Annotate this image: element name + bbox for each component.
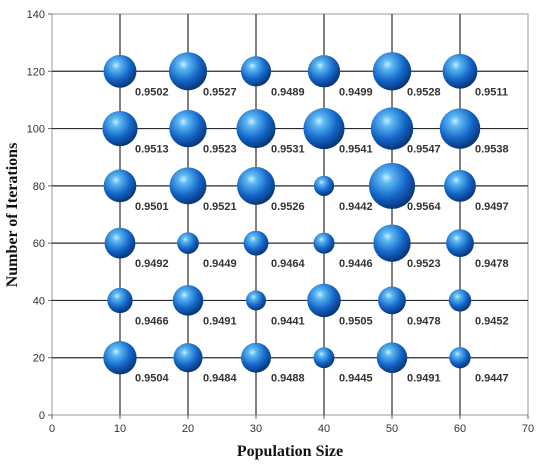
bubble: [313, 347, 335, 369]
data-label: 0.9527: [203, 86, 237, 98]
bubble: [177, 232, 199, 254]
data-label: 0.9541: [339, 144, 373, 156]
y-tick-label: 0: [39, 410, 45, 422]
data-label: 0.9447: [475, 373, 509, 385]
bubble: [373, 224, 411, 262]
y-tick-label: 80: [33, 181, 45, 193]
data-label: 0.9478: [475, 258, 509, 270]
y-tick-label: 120: [27, 66, 45, 78]
data-label: 0.9504: [135, 373, 170, 385]
bubble: [107, 287, 133, 314]
data-label: 0.9449: [203, 258, 237, 270]
data-label: 0.9502: [135, 86, 169, 98]
x-axis-title: Population Size: [237, 443, 343, 460]
data-label: 0.9511: [475, 86, 508, 98]
y-tick-label: 140: [27, 9, 45, 21]
data-label: 0.9492: [135, 258, 169, 270]
bubble: [103, 54, 137, 88]
x-tick-label: 30: [250, 423, 262, 435]
bubble: [236, 109, 276, 149]
bubble: [372, 52, 412, 91]
bubble: [449, 347, 471, 369]
bubble: [241, 342, 271, 373]
bubble: [448, 289, 472, 312]
data-label: 0.9445: [339, 373, 373, 385]
x-tick-label: 0: [49, 423, 55, 435]
bubble: [169, 167, 207, 205]
data-label: 0.9523: [203, 144, 237, 156]
data-label: 0.9497: [475, 201, 509, 213]
x-tick-label: 20: [182, 423, 194, 435]
bubble: [103, 169, 137, 203]
bubble: [370, 107, 414, 150]
y-tick-label: 40: [33, 295, 45, 307]
bubble: [303, 108, 345, 150]
bubble: [369, 162, 415, 209]
bubble: [173, 343, 203, 373]
bubble: [442, 53, 478, 89]
data-label: 0.9528: [407, 86, 441, 98]
y-tick-label: 20: [33, 353, 45, 365]
data-labels: 0.9502 0.9527 0.9489 0.9499 0.9528 0.9511 0.95…: [135, 86, 509, 384]
data-label: 0.9446: [339, 258, 373, 270]
bubble: [104, 227, 136, 259]
axis-ticks: 0 10 20 30 40 50 60 70 0 20 40 60 80 100 120 140: [27, 9, 534, 435]
bubble: [439, 108, 481, 149]
bubble: [240, 56, 272, 87]
bubble: [307, 283, 341, 318]
bubble: [446, 229, 474, 258]
bubble: [103, 341, 137, 375]
bubble: [307, 55, 341, 88]
data-label: 0.9538: [475, 144, 509, 156]
bubble: [246, 290, 266, 311]
bubble: [313, 175, 335, 196]
x-tick-label: 60: [454, 423, 466, 435]
data-label: 0.9501: [135, 201, 169, 213]
bubbles: [102, 52, 481, 375]
bubble: [169, 109, 207, 148]
bubble: [172, 285, 204, 316]
y-tick-label: 60: [33, 238, 45, 250]
data-label: 0.9489: [271, 86, 305, 98]
data-label: 0.9478: [407, 315, 441, 327]
data-label: 0.9466: [135, 315, 169, 327]
x-tick-label: 40: [318, 423, 330, 435]
bubble: [444, 169, 476, 202]
x-tick-label: 70: [522, 423, 534, 435]
bubble: [168, 52, 208, 91]
bubble: [243, 230, 269, 256]
y-axis-title: Number of Iterations: [4, 143, 21, 288]
data-label: 0.9526: [271, 201, 305, 213]
data-label: 0.9488: [271, 373, 305, 385]
y-tick-label: 100: [27, 124, 45, 136]
bubble: [378, 286, 406, 315]
data-label: 0.9547: [407, 144, 441, 156]
data-label: 0.9484: [203, 373, 238, 385]
bubble: [237, 166, 275, 205]
data-label: 0.9464: [271, 258, 306, 270]
x-tick-label: 50: [386, 423, 398, 435]
data-label: 0.9442: [339, 201, 373, 213]
data-label: 0.9564: [407, 201, 442, 213]
x-tick-label: 10: [114, 423, 126, 435]
data-label: 0.9491: [203, 315, 237, 327]
data-label: 0.9491: [407, 373, 441, 385]
data-label: 0.9523: [407, 258, 441, 270]
data-label: 0.9513: [135, 144, 169, 156]
data-label: 0.9521: [203, 201, 237, 213]
bubble: [313, 232, 335, 254]
data-label: 0.9499: [339, 86, 373, 98]
data-label: 0.9441: [271, 315, 305, 327]
data-label: 0.9505: [339, 315, 373, 327]
bubble: [102, 110, 138, 147]
data-label: 0.9531: [271, 144, 305, 156]
data-label: 0.9452: [475, 315, 509, 327]
bubble: [376, 342, 408, 373]
